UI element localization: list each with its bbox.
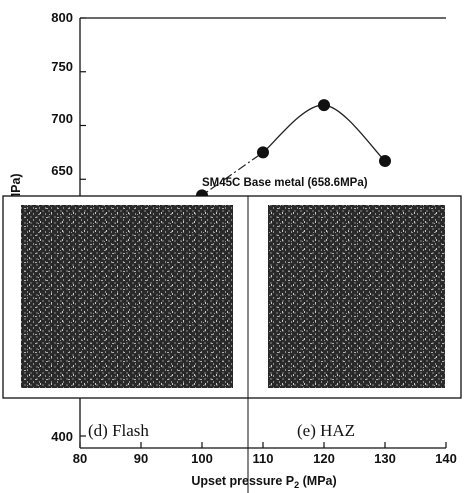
x-tick-label: 100 bbox=[191, 451, 213, 466]
data-point bbox=[257, 146, 269, 159]
y-tick-marks bbox=[80, 17, 86, 180]
y-tick-label-400: 400 bbox=[51, 429, 73, 444]
x-tick-label: 110 bbox=[253, 451, 274, 466]
fit-curve-solid bbox=[262, 104, 386, 162]
micrograph-flash bbox=[21, 205, 233, 388]
x-tick-marks bbox=[79, 442, 447, 448]
x-axis-title: Upset pressure P2 (MPa) bbox=[191, 474, 336, 490]
x-tick-labels: 80 90 100 110 120 130 140 bbox=[73, 451, 457, 466]
x-tick-label: 120 bbox=[313, 451, 335, 466]
micrograph-haz bbox=[268, 205, 445, 388]
y-tick-label-650: 650 bbox=[51, 163, 73, 178]
x-tick-label: 130 bbox=[374, 451, 396, 466]
y-tick-label-750: 750 bbox=[51, 59, 73, 74]
y-tick-label-800: 800 bbox=[51, 10, 73, 25]
base-metal-annotation: SM45C Base metal (658.6MPa) bbox=[202, 177, 368, 189]
y-tick-label-700: 700 bbox=[51, 111, 73, 126]
x-tick-label: 140 bbox=[435, 451, 457, 466]
x-tick-label: 80 bbox=[73, 451, 87, 466]
x-tick-label: 90 bbox=[134, 451, 148, 466]
data-point bbox=[318, 99, 330, 112]
caption-flash: (d) Flash bbox=[88, 421, 149, 440]
caption-haz: (e) HAZ bbox=[297, 421, 355, 440]
data-point bbox=[379, 154, 391, 167]
